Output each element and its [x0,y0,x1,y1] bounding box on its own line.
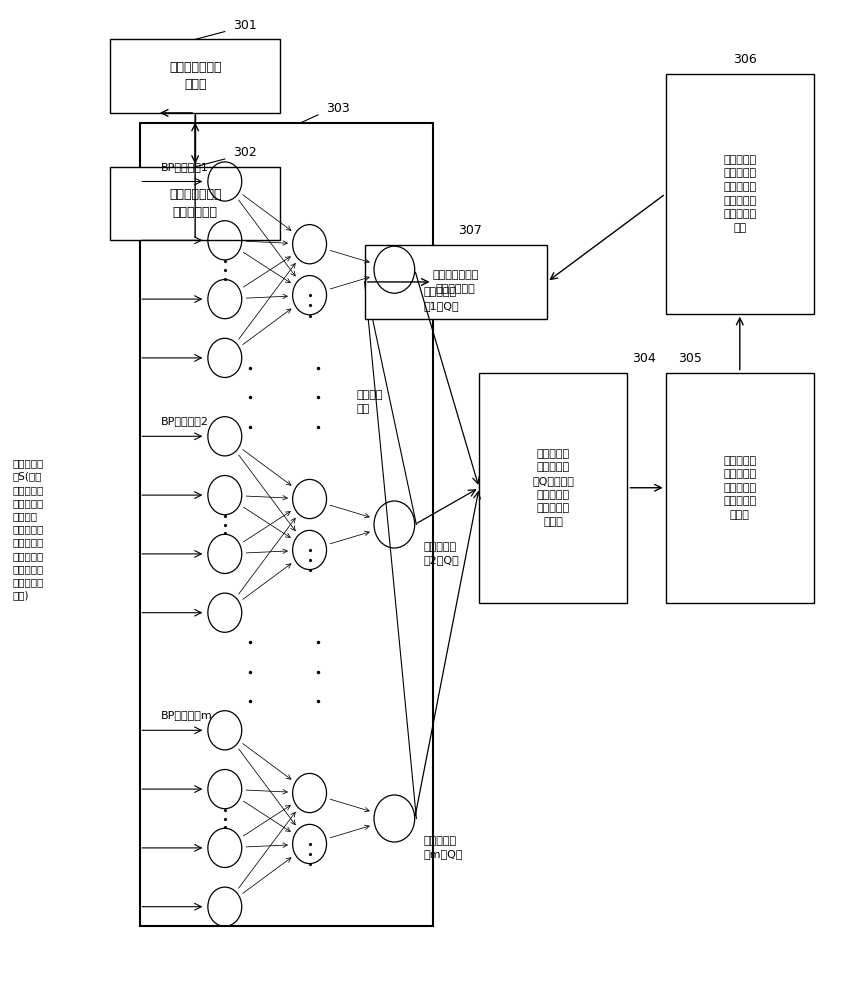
Bar [111,39,280,113]
Text: 306: 306 [734,53,757,66]
Text: 301: 301 [234,19,257,32]
Text: 307: 307 [458,224,482,237]
Bar [140,123,432,926]
Bar [365,245,547,319]
Text: 304: 304 [631,352,656,365]
Text: 检测用户对
建立的通信
做出反应动
作信息，并
计算立即奖
惩值: 检测用户对 建立的通信 做出反应动 作信息，并 计算立即奖 惩值 [723,155,756,233]
Text: 接受一个新的配
对请求: 接受一个新的配 对请求 [169,61,221,91]
Text: 配对对象类
型1的Q值: 配对对象类 型1的Q值 [423,288,458,311]
Text: 反馈奖惩
信号: 反馈奖惩 信号 [356,390,382,414]
Text: 305: 305 [678,352,702,365]
Text: 调整对应神经网
络的反馈误差: 调整对应神经网 络的反馈误差 [432,270,479,294]
Text: 用户状态向
量S(包含
多种用户信
息，包括：
性别、年
龄、地区、
当前日期属
性、发起请
求时间段、
兴趣爱好等
信息): 用户状态向 量S(包含 多种用户信 息，包括： 性别、年 龄、地区、 当前日期属… [13,458,44,600]
Text: 302: 302 [234,146,257,159]
Bar [666,373,814,603]
Text: 用户状态检测器
检测用户状态: 用户状态检测器 检测用户状态 [169,188,221,219]
Text: 根据选中概
率为用户分
配聊天对象
并为两者建
立通信: 根据选中概 率为用户分 配聊天对象 并为两者建 立通信 [723,456,756,520]
Text: BP神经网络1: BP神经网络1 [161,162,209,172]
Text: BP神经网络2: BP神经网络2 [161,416,209,426]
Text: 根据不同配
对对象类型
的Q值计算出
不同配对对
象类型的选
中概率: 根据不同配 对对象类型 的Q值计算出 不同配对对 象类型的选 中概率 [532,449,574,527]
Text: BP神经网络m: BP神经网络m [161,710,213,720]
Bar [479,373,627,603]
Text: 配对对象类
型m的Q值: 配对对象类 型m的Q值 [423,836,463,859]
Text: 303: 303 [327,102,350,115]
Bar [666,74,814,314]
Bar [111,167,280,240]
Text: 配对对象类
型2的Q值: 配对对象类 型2的Q值 [423,542,459,566]
